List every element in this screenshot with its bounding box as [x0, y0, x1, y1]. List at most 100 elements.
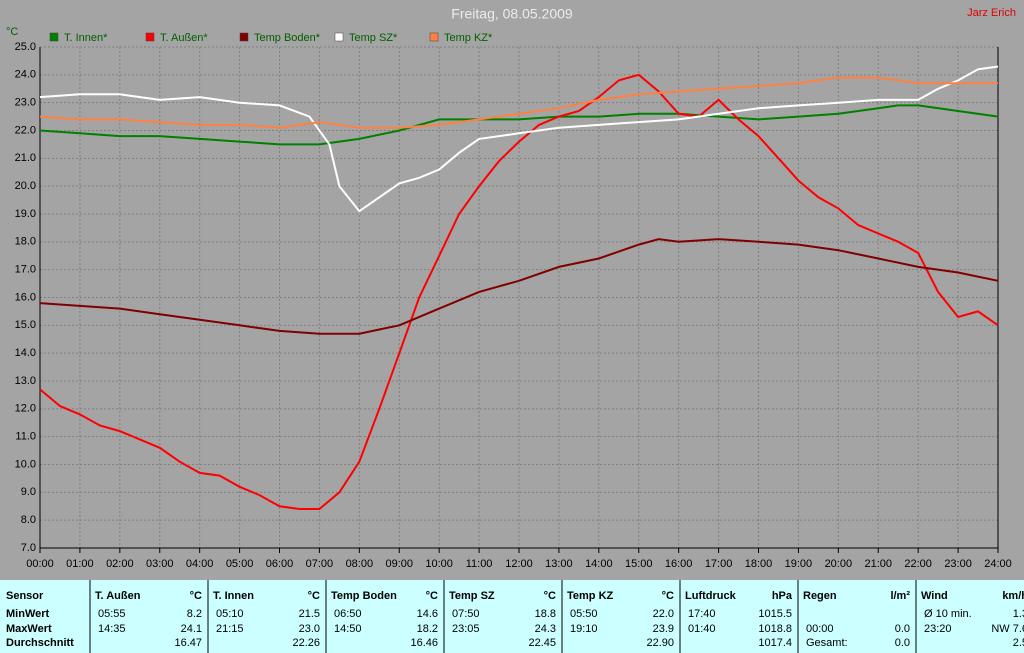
table-unit: l/m²: [890, 590, 910, 602]
legend-label: Temp SZ*: [349, 32, 398, 44]
cell-time: Ø 10 min.: [924, 608, 972, 620]
cell-value: 24.1: [181, 623, 202, 635]
row-label: Durchschnitt: [6, 637, 74, 649]
author: Jarz Erich: [967, 7, 1016, 19]
y-tick-label: 17.0: [15, 264, 36, 276]
row-label: MaxWert: [6, 623, 52, 635]
cell-value: NW 7.6: [991, 623, 1024, 635]
cell-value: 22.0: [653, 608, 674, 620]
x-tick-label: 04:00: [186, 558, 214, 570]
x-tick-label: 18:00: [745, 558, 773, 570]
x-tick-label: 00:00: [26, 558, 54, 570]
cell-value: 23.0: [299, 623, 320, 635]
legend-label: Temp Boden*: [254, 32, 321, 44]
cell-value: 1017.4: [758, 637, 792, 649]
cell-time: Gesamt:: [806, 637, 848, 649]
legend-label: Temp KZ*: [444, 32, 493, 44]
table-header: T. Innen: [213, 590, 254, 602]
table-unit: °C: [544, 590, 556, 602]
table-header: T. Außen: [95, 590, 141, 602]
cell-value: 1018.8: [758, 623, 792, 635]
chart-title: Freitag, 08.05.2009: [451, 6, 573, 22]
y-tick-label: 16.0: [15, 291, 36, 303]
cell-time: 19:10: [570, 623, 598, 635]
series-line: [39, 65, 999, 213]
y-tick-label: 9.0: [21, 486, 36, 498]
series-line: [39, 104, 999, 146]
x-tick-label: 09:00: [385, 558, 413, 570]
x-tick-label: 17:00: [705, 558, 733, 570]
y-tick-label: 13.0: [15, 375, 36, 387]
y-axis-label: °C: [6, 26, 18, 38]
cell-time: 23:20: [924, 623, 952, 635]
table-header: Sensor: [6, 590, 44, 602]
table-unit: °C: [426, 590, 438, 602]
cell-value: 1.3: [1013, 608, 1024, 620]
stats-table: [0, 580, 1024, 653]
x-tick-label: 16:00: [665, 558, 693, 570]
x-tick-label: 07:00: [306, 558, 334, 570]
table-unit: °C: [662, 590, 674, 602]
cell-value: 0.0: [895, 637, 910, 649]
legend-swatch: [429, 32, 439, 42]
cell-value: 21.5: [299, 608, 320, 620]
cell-time: 06:50: [334, 608, 362, 620]
x-tick-label: 19:00: [785, 558, 813, 570]
table-unit: hPa: [772, 590, 793, 602]
x-tick-label: 20:00: [825, 558, 853, 570]
y-tick-label: 10.0: [15, 458, 36, 470]
cell-value: 18.8: [535, 608, 556, 620]
cell-time: 21:15: [216, 623, 244, 635]
table-unit: °C: [308, 590, 320, 602]
y-tick-label: 11.0: [15, 431, 36, 443]
cell-value: 0.0: [895, 623, 910, 635]
cell-value: 23.9: [653, 623, 674, 635]
x-tick-label: 21:00: [864, 558, 892, 570]
cell-time: 01:40: [688, 623, 716, 635]
cell-time: 05:10: [216, 608, 244, 620]
cell-value: 16.47: [174, 637, 202, 649]
cell-time: 07:50: [452, 608, 480, 620]
table-header: Temp KZ: [567, 590, 614, 602]
legend-label: T. Außen*: [160, 32, 208, 44]
cell-time: 05:50: [570, 608, 598, 620]
x-tick-label: 05:00: [226, 558, 254, 570]
x-tick-label: 11:00: [466, 558, 493, 570]
cell-value: 22.26: [292, 637, 320, 649]
series-line: [39, 76, 998, 129]
y-tick-label: 23.0: [15, 97, 36, 109]
x-tick-label: 12:00: [505, 558, 533, 570]
table-unit: °C: [190, 590, 202, 602]
cell-value: 8.2: [187, 608, 202, 620]
x-tick-label: 15:00: [625, 558, 653, 570]
x-tick-label: 08:00: [346, 558, 374, 570]
cell-time: 23:05: [452, 623, 480, 635]
x-tick-label: 22:00: [904, 558, 932, 570]
y-tick-label: 18.0: [15, 236, 36, 248]
y-tick-label: 19.0: [15, 208, 36, 220]
y-tick-label: 12.0: [15, 403, 36, 415]
table-header: Temp Boden: [331, 590, 397, 602]
row-label: MinWert: [6, 608, 50, 620]
x-tick-label: 06:00: [266, 558, 294, 570]
x-tick-label: 01:00: [66, 558, 94, 570]
cell-value: 14.6: [417, 608, 438, 620]
y-tick-label: 15.0: [15, 319, 36, 331]
x-tick-label: 14:00: [585, 558, 613, 570]
y-tick-label: 24.0: [15, 69, 36, 81]
cell-time: 14:50: [334, 623, 362, 635]
table-header: Luftdruck: [685, 590, 737, 602]
y-tick-label: 14.0: [15, 347, 36, 359]
table-header: Temp SZ: [449, 590, 495, 602]
table-unit: km/h: [1002, 590, 1024, 602]
cell-value: 22.45: [528, 637, 556, 649]
cell-time: 00:00: [806, 623, 834, 635]
legend-label: T. Innen*: [64, 32, 108, 44]
x-tick-label: 02:00: [106, 558, 134, 570]
legend-swatch: [145, 32, 155, 42]
cell-value: 18.2: [417, 623, 438, 635]
table-header: Regen: [803, 590, 837, 602]
